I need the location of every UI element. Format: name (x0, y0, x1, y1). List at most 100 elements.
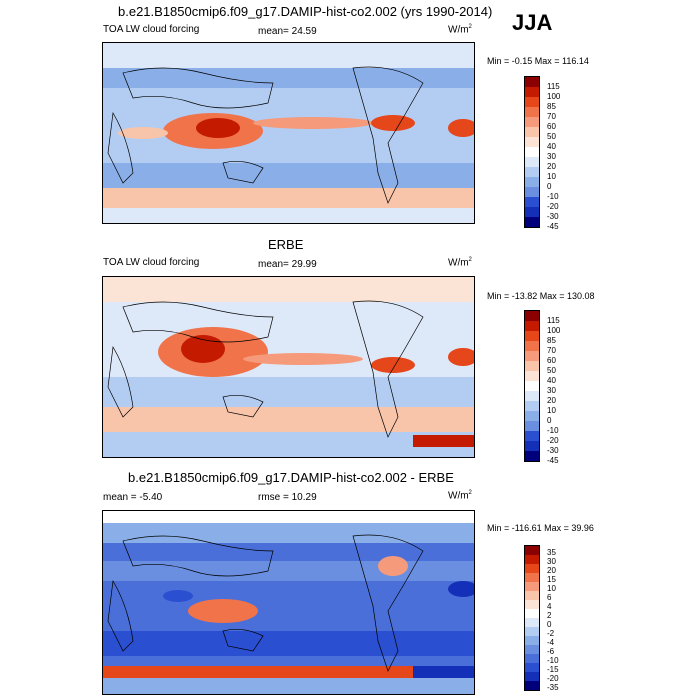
panel1-coast-australia (222, 161, 264, 184)
panel1-cbar-swatch (525, 177, 539, 187)
panel1-africa-west (118, 127, 168, 139)
panel2-cbar-swatch (525, 441, 539, 451)
panel2-cbar-swatch (525, 331, 539, 341)
panel2-cbar-label: 115 (547, 316, 560, 325)
panel1-cbar-swatch (525, 217, 539, 227)
panel3-cbar-swatch (525, 546, 539, 555)
panel1-cbar-swatch (525, 97, 539, 107)
panel1-minmax: Min = -0.15 Max = 116.14 (487, 56, 589, 66)
panel1-units-text: W/m (448, 24, 469, 36)
panel3-cbar-label: 15 (547, 575, 556, 584)
panel3-cbar-swatch (525, 582, 539, 591)
panel3-title: b.e21.B1850cmip6.f09_g17.DAMIP-hist-co2.… (128, 470, 454, 485)
panel2-arctic-band (103, 277, 474, 302)
panel1-cbar-swatch (525, 147, 539, 157)
panel1-africa-convection (448, 119, 474, 137)
panel3-missing-arctic (103, 511, 474, 523)
panel1-cbar-label: 50 (547, 132, 556, 141)
panel3-cbar-label: -2 (547, 629, 555, 638)
panel3-coast-americas (352, 534, 424, 672)
panel2-antarctic-band (103, 432, 474, 457)
panel3-coast-eurasia (122, 535, 274, 577)
panel3-indonesia-positive (188, 599, 258, 623)
panel1-cbar-label: 70 (547, 112, 556, 121)
panel3-southern-ocean-band (103, 666, 474, 678)
panel2-coast-americas (352, 300, 424, 438)
panel3-map (102, 510, 475, 695)
panel1-south-band (103, 163, 474, 188)
panel3-rmse-label: rmse = 10.29 (258, 492, 317, 503)
panel3-units: W/m2 (448, 490, 472, 501)
panel2-cbar-swatch (525, 451, 539, 461)
panel1-antarctic-band (103, 208, 474, 223)
panel1-cbar-swatch (525, 167, 539, 177)
panel2-coast-australia (222, 395, 264, 418)
panel2-south-band (103, 377, 474, 407)
panel1-cbar-swatch (525, 127, 539, 137)
panel2-cbar-label: 0 (547, 416, 552, 425)
panel1-cbar-swatch (525, 197, 539, 207)
panel2-cbar-swatch (525, 351, 539, 361)
panel1-cbar-label: -10 (547, 192, 559, 201)
panel3-cbar-label: -20 (547, 674, 559, 683)
panel3-map-svg (103, 511, 474, 694)
panel2-cbar-label: 10 (547, 406, 556, 415)
panel1-units: W/m2 (448, 24, 472, 35)
panel1-cbar-label: 40 (547, 142, 556, 151)
panel3-africa-negative (448, 581, 474, 597)
panel2-cbar-swatch (525, 341, 539, 351)
panel3-cbar-swatch (525, 573, 539, 582)
panel1-variable-label: TOA LW cloud forcing (103, 24, 200, 35)
panel1-cbar-swatch (525, 187, 539, 197)
panel2-mean-label: mean= 29.99 (258, 259, 317, 270)
season-label: JJA (512, 10, 553, 35)
panel3-cbar-label: -35 (547, 683, 559, 692)
panel1-coast-americas (352, 66, 424, 204)
panel2-central-america (371, 357, 415, 373)
panel2-cbar-label: 50 (547, 366, 556, 375)
panel3-cbar-label: -15 (547, 665, 559, 674)
panel1-warm-pool-core (196, 118, 240, 138)
panel3-cbar-swatch (525, 564, 539, 573)
panel3-minmax: Min = -116.61 Max = 39.96 (487, 523, 594, 533)
panel1-mean-label: mean= 24.59 (258, 26, 317, 37)
panel2-units: W/m2 (448, 257, 472, 268)
panel3-cbar-label: -6 (547, 647, 555, 656)
panel2-cbar-label: 60 (547, 356, 556, 365)
panel2-title: ERBE (268, 237, 304, 252)
panel3-north-band (103, 523, 474, 543)
panel2-cbar-label: 85 (547, 336, 556, 345)
panel2-cbar-label: 100 (547, 326, 561, 335)
panel2-cbar-swatch (525, 421, 539, 431)
panel1-cbar-swatch (525, 137, 539, 147)
panel2-itcz-pacific (243, 353, 363, 365)
panel3-indian-negative (163, 590, 193, 602)
panel1-coast-africa (107, 111, 134, 184)
panel2-coast-africa (107, 345, 134, 418)
panel2-africa-convection (448, 348, 474, 366)
panel3-cbar-label: 10 (547, 584, 556, 593)
panel1-cbar-swatch (525, 107, 539, 117)
panel2-map (102, 276, 475, 458)
panel1-colorbar (524, 76, 540, 228)
panel3-cbar-label: 35 (547, 548, 556, 557)
panel1-cbar-label: 10 (547, 172, 556, 181)
panel2-units-sup: 2 (468, 257, 472, 263)
panel3-cbar-swatch (525, 663, 539, 672)
panel1-arctic-band (103, 43, 474, 68)
panel3-cbar-swatch (525, 609, 539, 618)
panel3-cbar-swatch (525, 618, 539, 627)
panel1-title: b.e21.B1850cmip6.f09_g17.DAMIP-hist-co2.… (118, 4, 493, 19)
panel3-cbar-swatch (525, 555, 539, 564)
panel3-cbar-label: -4 (547, 638, 555, 647)
panel1-cbar-swatch (525, 87, 539, 97)
panel1-cbar-label: 30 (547, 152, 556, 161)
panel1-cbar-swatch (525, 207, 539, 217)
panel3-cbar-label: 6 (547, 593, 552, 602)
panel2-variable-label: TOA LW cloud forcing (103, 257, 200, 268)
panel1-cbar-label: -45 (547, 222, 559, 231)
panel1-cbar-label: 0 (547, 182, 552, 191)
panel1-map-svg (103, 43, 474, 223)
panel1-map (102, 42, 475, 224)
panel2-southern-ocean-band (103, 407, 474, 432)
